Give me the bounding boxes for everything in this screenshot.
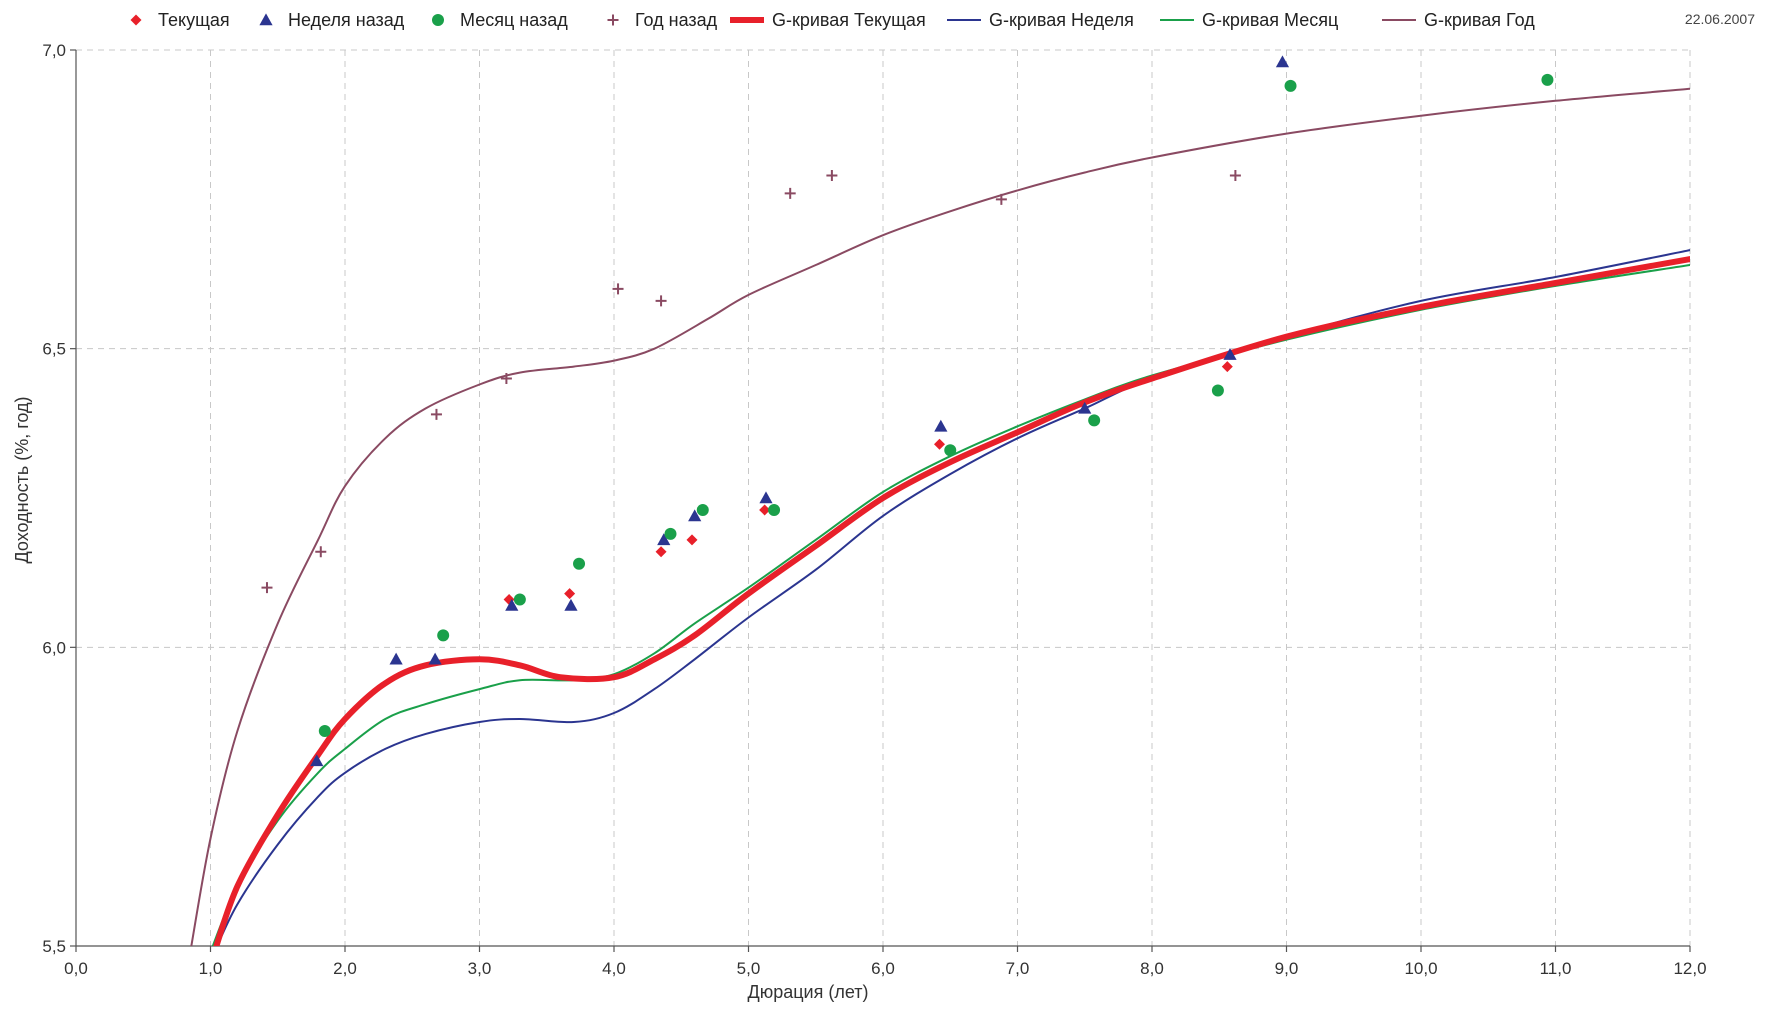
data-point-неделя-назад (1078, 401, 1092, 414)
data-point-месяц-назад (1541, 73, 1554, 86)
y-tick-label: 5,5 (42, 937, 66, 956)
data-point-неделя-назад (1223, 348, 1237, 360)
legend-item-текущая: Текущая (130, 10, 230, 30)
axes: 0,0 1,0 2,0 3,0 4,0 5,0 6,0 7,0 8,0 9,0 10,0 11,0 12… (42, 41, 1706, 978)
data-point-год-назад (826, 169, 838, 181)
data-points (261, 55, 1554, 767)
legend-item-год-назад: Год назад (607, 10, 718, 30)
x-tick-label: 3,0 (468, 959, 492, 978)
x-tick-label: 10,0 (1404, 959, 1437, 978)
data-point-год-назад (500, 373, 512, 385)
series-line-g-кривая-год (190, 87, 1690, 946)
data-point-месяц-назад (768, 503, 781, 516)
data-point-текущая (686, 534, 698, 546)
x-tick-label: 4,0 (602, 959, 626, 978)
data-point-год-назад (1229, 169, 1241, 181)
data-point-неделя-назад (657, 533, 671, 546)
x-tick-label: 5,0 (737, 959, 761, 978)
x-tick-label: 8,0 (1140, 959, 1164, 978)
data-point-неделя-назад (505, 598, 519, 611)
x-tick-label: 7,0 (1006, 959, 1030, 978)
data-point-месяц-назад (573, 557, 586, 570)
series-line-g-кривая-текущая (213, 256, 1690, 946)
legend-item-g-кривая-год: G-кривая Год (1382, 10, 1535, 30)
data-point-неделя-назад (688, 509, 702, 522)
data-point-текущая (655, 546, 667, 558)
x-tick-label: 6,0 (871, 959, 895, 978)
y-tick-label: 6,0 (42, 638, 66, 657)
data-point-неделя-назад (310, 754, 324, 767)
data-point-месяц-назад (696, 503, 709, 516)
legend-item-g-кривая-неделя: G-кривая Неделя (947, 10, 1134, 30)
data-point-месяц-назад (1284, 79, 1297, 92)
data-point-год-назад (655, 295, 667, 307)
data-point-текущая (759, 504, 771, 516)
data-point-неделя-назад (759, 491, 773, 504)
legend-item-месяц-назад: Месяц назад (432, 10, 568, 30)
legend: Текущая Неделя назад Месяц назад Год назад G… (130, 10, 1535, 30)
x-tick-label: 12,0 (1673, 959, 1706, 978)
legend-label: G-кривая Неделя (989, 10, 1134, 30)
legend-marker (432, 14, 444, 26)
data-point-неделя-назад (564, 598, 578, 611)
data-point-год-назад (995, 193, 1007, 205)
series-line-g-кривая-месяц (211, 264, 1690, 946)
data-point-год-назад (430, 408, 442, 420)
legend-label: G-кривая Текущая (772, 10, 926, 30)
data-point-год-назад (612, 283, 624, 295)
data-point-текущая (1221, 361, 1233, 373)
data-point-неделя-назад (428, 652, 442, 665)
g-curves (190, 87, 1690, 946)
data-point-год-назад (784, 187, 796, 199)
y-axis-label: Доходность (%, год) (12, 397, 32, 564)
series-line-g-кривая-неделя (216, 249, 1690, 946)
data-point-месяц-назад (318, 724, 331, 737)
data-point-месяц-назад (944, 444, 957, 457)
legend-label: Текущая (158, 10, 230, 30)
legend-marker (130, 14, 142, 26)
y-tick-label: 6,5 (42, 340, 66, 359)
data-point-месяц-назад (1088, 414, 1101, 427)
data-point-текущая (933, 438, 945, 450)
legend-label: Неделя назад (288, 10, 405, 30)
legend-label: G-кривая Месяц (1202, 10, 1338, 30)
x-tick-label: 0,0 (64, 959, 88, 978)
x-tick-label: 9,0 (1275, 959, 1299, 978)
data-point-год-назад (315, 546, 327, 558)
data-point-неделя-назад (1275, 55, 1290, 68)
x-tick-label: 1,0 (199, 959, 223, 978)
data-point-текущая (503, 594, 515, 606)
x-axis-label: Дюрация (лет) (748, 982, 869, 1002)
x-tick-label: 2,0 (333, 959, 357, 978)
legend-marker (259, 13, 273, 26)
date-stamp: 22.06.2007 (1685, 11, 1755, 27)
legend-marker (607, 14, 619, 26)
legend-label: Месяц назад (460, 10, 568, 30)
legend-item-g-кривая-месяц: G-кривая Месяц (1160, 10, 1338, 30)
data-point-неделя-назад (389, 652, 403, 665)
data-point-месяц-назад (437, 629, 450, 642)
data-point-месяц-назад (513, 593, 526, 606)
data-point-месяц-назад (1211, 384, 1224, 397)
y-tick-label: 7,0 (42, 41, 66, 60)
x-tick-label: 11,0 (1540, 959, 1572, 978)
legend-item-g-кривая-текущая: G-кривая Текущая (730, 10, 926, 30)
grid (76, 49, 1691, 946)
data-point-год-назад (261, 582, 273, 594)
legend-item-неделя-назад: Неделя назад (259, 10, 405, 30)
legend-label: Год назад (635, 10, 718, 30)
data-point-месяц-назад (664, 527, 677, 540)
legend-label: G-кривая Год (1424, 10, 1535, 30)
data-point-неделя-назад (934, 419, 948, 432)
data-point-текущая (564, 588, 576, 600)
